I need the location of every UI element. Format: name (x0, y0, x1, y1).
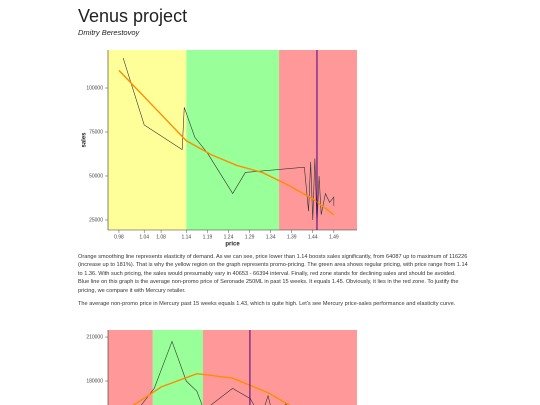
y-tick-label: 25000 (89, 217, 103, 223)
x-axis-label: price (225, 242, 240, 248)
x-tick-label: 1.34 (266, 234, 276, 240)
paragraph: The average non-promo price in Mercury p… (78, 301, 456, 307)
series-line (118, 69, 335, 216)
series-line (122, 57, 335, 226)
x-tick-label: 1.24 (224, 234, 234, 240)
series-line (132, 372, 291, 405)
price-region (152, 330, 203, 405)
price-region (186, 50, 280, 230)
x-tick-label: 1.19 (203, 234, 213, 240)
y-axis-label: sales (82, 132, 88, 148)
y-tick-label: 180000 (86, 378, 103, 384)
doc-title: Venus project (78, 6, 188, 26)
x-tick-label: 1.39 (287, 234, 297, 240)
y-tick-label: 210000 (86, 334, 103, 340)
paragraph: Orange smoothing line represents elastic… (78, 254, 468, 294)
price-region (202, 330, 357, 405)
x-tick-label: 1.29 (245, 234, 255, 240)
price-region (108, 50, 187, 230)
x-tick-label: 1.44 (308, 234, 318, 240)
x-tick-label: 1.04 (139, 234, 149, 240)
x-tick-label: 1.14 (181, 234, 191, 240)
y-tick-label: 100000 (86, 85, 103, 91)
price-region (108, 330, 153, 405)
x-tick-label: 1.49 (329, 234, 339, 240)
doc-author: Dmitry Berestovoy (78, 28, 140, 37)
y-tick-label: 50000 (89, 173, 103, 179)
x-tick-label: 1.08 (156, 234, 166, 240)
x-tick-label: 0.98 (114, 234, 124, 240)
y-tick-label: 75000 (89, 129, 103, 135)
